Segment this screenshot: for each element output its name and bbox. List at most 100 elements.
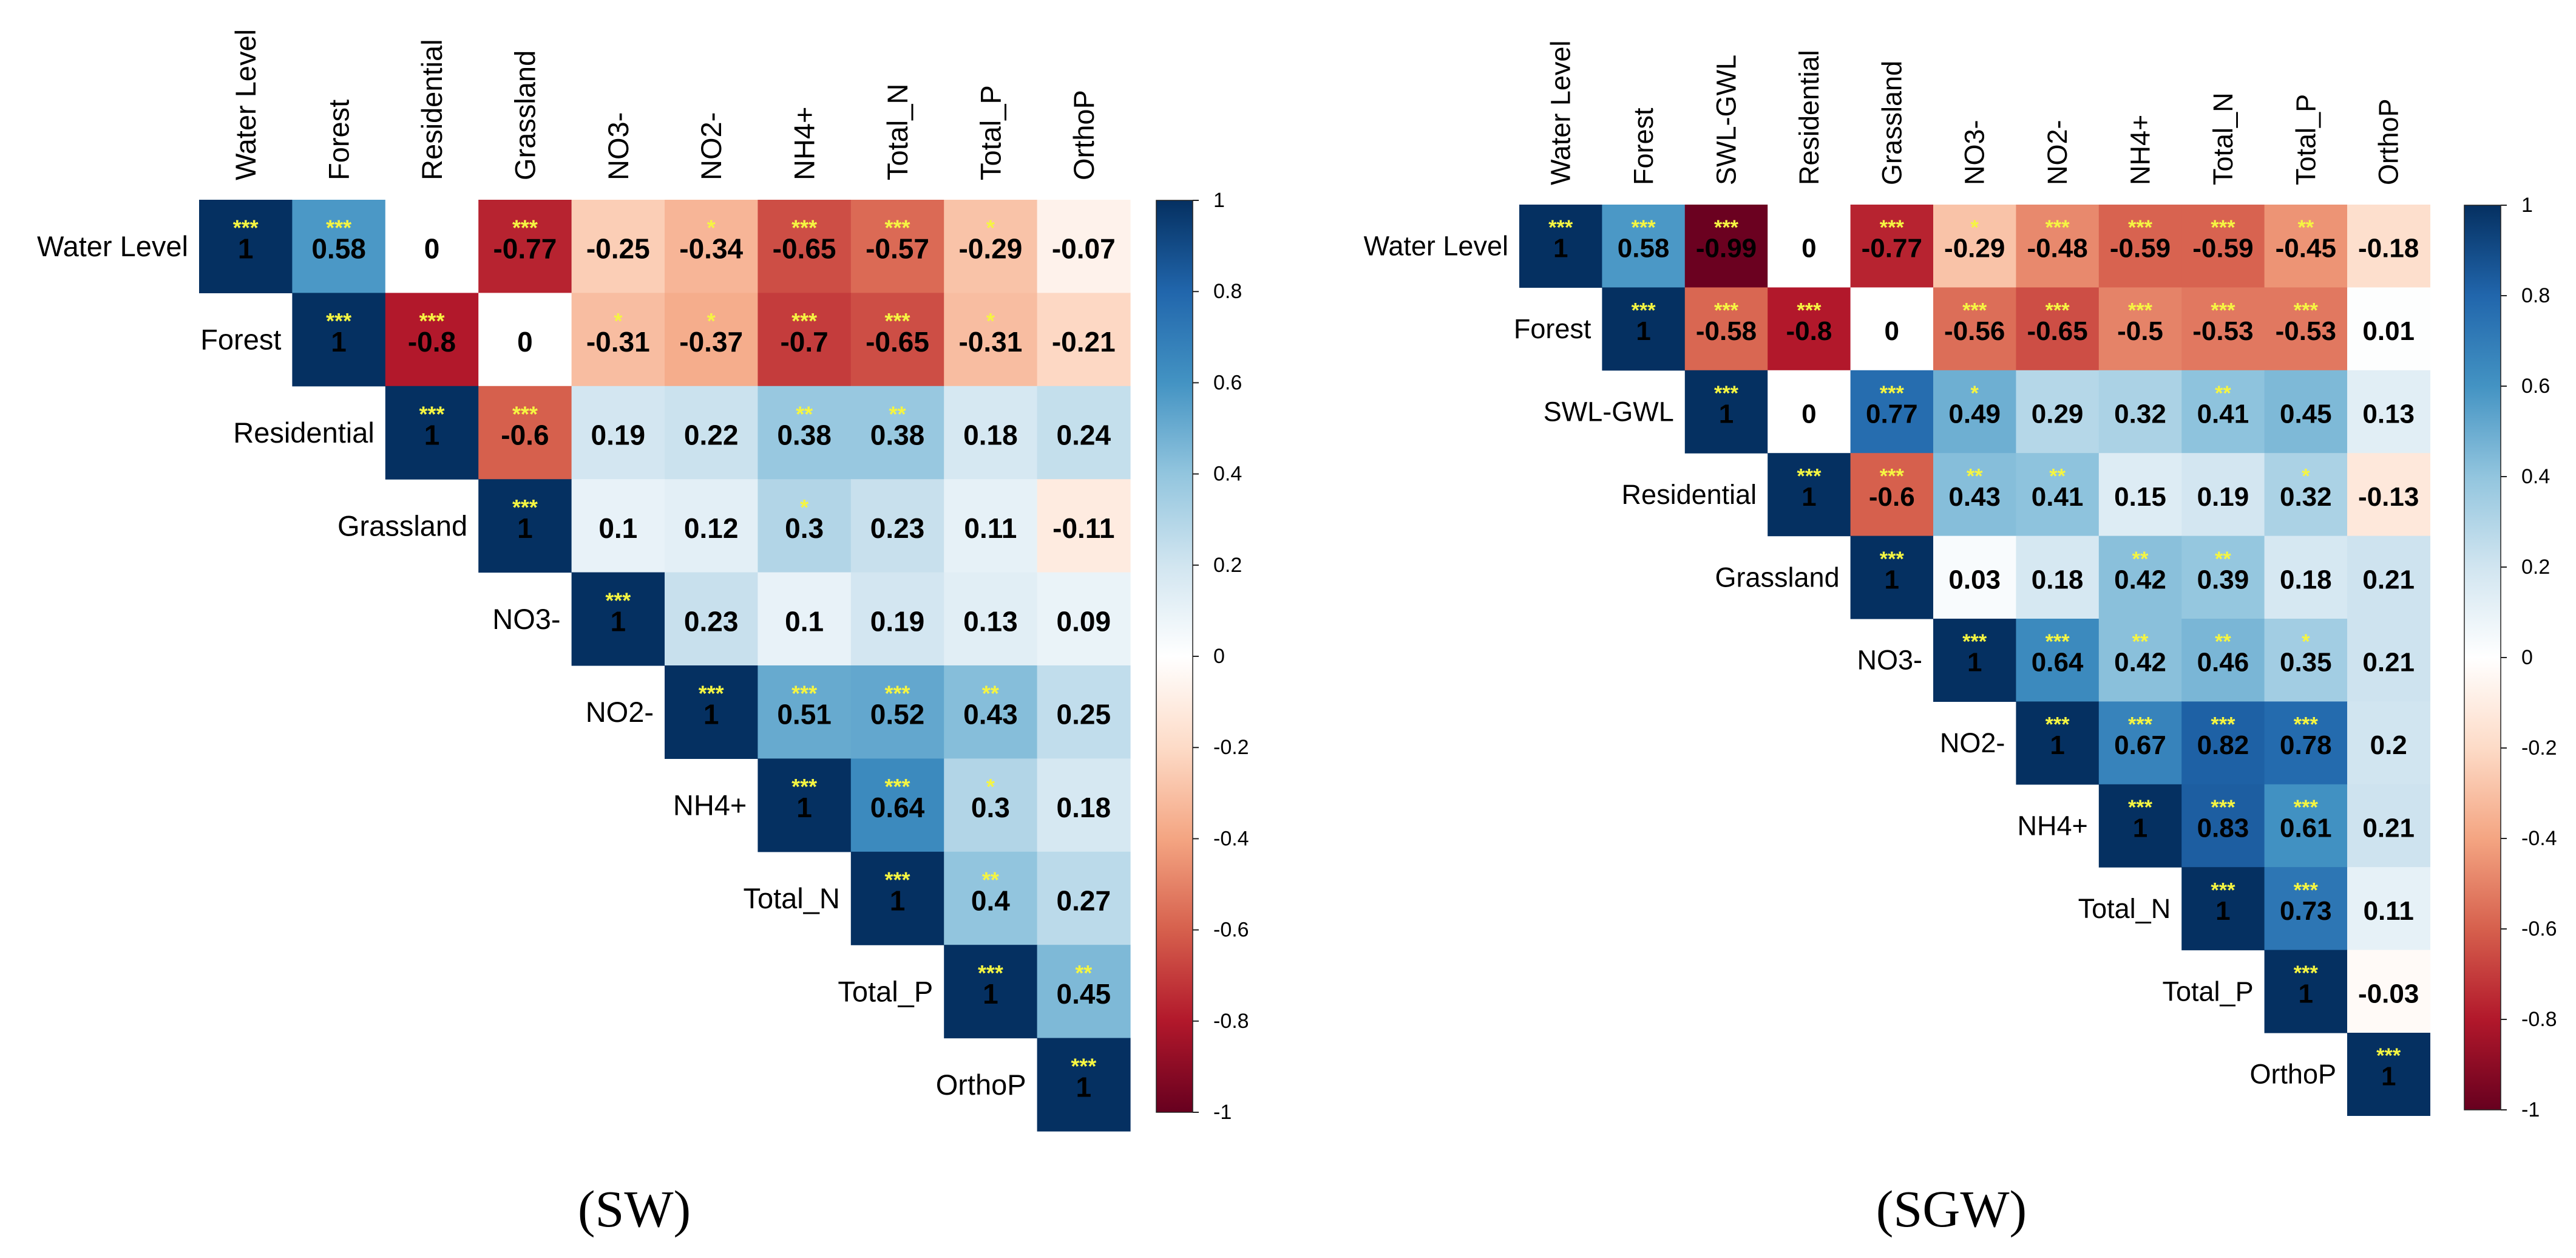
sw-col-label-total-n: Total_N: [881, 84, 913, 180]
sgw-cell-signif-0-6: ***: [2046, 216, 2070, 239]
sw-cell-0-1: [292, 200, 386, 293]
sw-cell-signif-1-4: *: [614, 309, 622, 333]
sgw-col-label-orthop: OrthoP: [2373, 98, 2404, 185]
sw-cell-4-4: [571, 572, 665, 666]
sgw-cell-signif-3-5: **: [1967, 464, 1983, 488]
sw-cell-value-4-9: 0.09: [1057, 605, 1111, 637]
sw-cell-value-9-9: 1: [1076, 1071, 1092, 1103]
sgw-cell-7-7: [2098, 784, 2182, 868]
sgw-colorbar-tick-label: 0.2: [2521, 556, 2550, 579]
sw-cell-4-6: [758, 572, 852, 666]
sgw-cell-value-0-8: -0.59: [2192, 234, 2253, 264]
sw-cell-signif-0-1: ***: [326, 216, 351, 240]
sgw-cell-2-8: [2181, 370, 2265, 454]
sgw-cell-value-7-8: 0.83: [2197, 814, 2249, 843]
sgw-cell-value-2-6: 0.29: [2032, 399, 2084, 429]
sgw-cell-8-9: [2264, 867, 2348, 951]
sw-cell-0-7: [850, 200, 944, 293]
sw-cell-5-7: [850, 665, 944, 759]
sgw-cell-value-5-7: 0.42: [2114, 648, 2166, 678]
sw-cell-0-6: [758, 200, 852, 293]
sgw-cell-signif-1-1: ***: [1632, 299, 1656, 322]
sgw-cell-signif-1-8: ***: [2211, 299, 2235, 322]
sgw-cell-signif-2-4: ***: [1880, 382, 1905, 405]
sw-cell-value-5-8: 0.43: [963, 699, 1018, 730]
sw-cell-signif-1-1: ***: [326, 309, 351, 333]
sw-cell-value-3-4: 0.1: [598, 512, 637, 544]
sw-cell-2-3: [478, 386, 572, 480]
sgw-cell-signif-6-6: ***: [2046, 713, 2070, 736]
sgw-cell-value-0-9: -0.45: [2276, 234, 2336, 264]
sgw-cell-value-4-7: 0.42: [2114, 565, 2166, 594]
sw-cell-1-1: [292, 293, 386, 387]
sw-cell-value-7-9: 0.27: [1057, 885, 1111, 917]
sgw-cell-signif-5-9: *: [2302, 630, 2310, 653]
sgw-cell-signif-0-1: ***: [1632, 216, 1656, 239]
sw-cell-3-8: [944, 479, 1038, 573]
sw-cell-0-3: [478, 200, 572, 293]
sgw-cell-3-10: [2347, 453, 2430, 537]
sw-cell-value-2-3: -0.6: [501, 420, 549, 451]
sgw-cell-signif-0-2: ***: [1714, 216, 1739, 239]
sw-cell-value-2-7: 0.38: [870, 420, 925, 451]
sw-col-label-no3: NO3-: [602, 112, 634, 180]
sw-correlation-panel: Water Level Forest Residential Grassland NO3…: [37, 29, 1249, 1132]
sgw-cell-0-4: [1850, 205, 1934, 288]
sgw-cell-value-8-9: 0.73: [2280, 896, 2332, 926]
sgw-cell-6-7: [2098, 701, 2182, 785]
sw-cell-value-1-3: 0: [517, 326, 533, 358]
sgw-cell-signif-4-8: **: [2215, 548, 2231, 571]
sw-cell-2-9: [1037, 386, 1131, 480]
sw-cell-value-8-9: 0.45: [1057, 978, 1111, 1010]
sw-cell-value-6-8: 0.3: [971, 792, 1010, 823]
sw-row-label-forest: Forest: [200, 324, 281, 356]
sgw-cell-2-10: [2347, 370, 2430, 454]
sw-cell-6-7: [850, 758, 944, 852]
sw-cell-signif-4-4: ***: [605, 588, 631, 613]
sw-row-label-no3: NO3-: [492, 603, 560, 635]
sgw-colorbar-tick-label: -0.8: [2521, 1008, 2557, 1031]
sgw-cell-value-2-3: 0: [1802, 399, 1816, 429]
sgw-cell-value-9-10: -0.03: [2358, 979, 2419, 1008]
sgw-col-label-residential: Residential: [1794, 50, 1825, 185]
sw-row-label-no2: NO2-: [586, 696, 654, 728]
sw-cell-2-5: [665, 386, 758, 480]
sw-cell-signif-0-3: ***: [512, 216, 538, 240]
sw-cell-signif-8-8: ***: [978, 961, 1003, 985]
sgw-cell-value-3-10: -0.13: [2358, 482, 2419, 512]
sw-cell-8-9: [1037, 945, 1131, 1039]
sgw-cell-value-7-9: 0.61: [2280, 814, 2332, 843]
sgw-cell-value-2-7: 0.32: [2114, 399, 2166, 429]
sgw-col-label-total-n: Total_N: [2208, 92, 2239, 185]
sgw-cell-1-4: [1850, 287, 1934, 371]
sgw-colorbar-tick-label: 0: [2521, 646, 2533, 669]
sgw-col-label-nh4: NH4+: [2125, 115, 2156, 185]
sgw-cell-value-3-4: -0.6: [1869, 482, 1915, 512]
sw-cell-value-0-3: -0.77: [493, 233, 557, 265]
sgw-cell-value-10-10: 1: [2381, 1062, 2396, 1092]
sgw-cell-value-4-4: 1: [1885, 565, 1899, 594]
sgw-row-label-water-level: Water Level: [1364, 231, 1508, 262]
sgw-cell-5-9: [2264, 619, 2348, 702]
sw-cell-signif-2-6: **: [796, 403, 813, 427]
sgw-row-label-residential: Residential: [1622, 479, 1757, 510]
sw-cell-2-6: [758, 386, 852, 480]
sw-cell-value-0-8: -0.29: [958, 233, 1022, 265]
sw-cell-9-9: [1037, 1038, 1131, 1132]
sgw-cell-0-8: [2181, 205, 2265, 288]
sw-row-label-nh4: NH4+: [673, 789, 747, 821]
sw-cell-value-3-6: 0.3: [785, 512, 824, 544]
sw-row-label-orthop: OrthoP: [936, 1069, 1026, 1101]
sgw-col-label-no2: NO2-: [2042, 120, 2073, 185]
sgw-cell-0-1: [1602, 205, 1686, 288]
sgw-cell-1-5: [1933, 287, 2016, 371]
sw-col-label-forest: Forest: [323, 100, 355, 180]
sw-col-label-nh4: NH4+: [788, 107, 821, 180]
sw-colorbar-tick-label: 0.2: [1213, 554, 1242, 577]
sgw-col-label-forest: Forest: [1628, 107, 1659, 185]
sgw-cell-value-6-8: 0.82: [2197, 730, 2249, 760]
sw-colorbar-tick-label: 1: [1213, 189, 1225, 212]
sgw-cell-signif-2-8: **: [2215, 382, 2231, 405]
sgw-cell-6-10: [2347, 701, 2430, 785]
sgw-cell-value-0-10: -0.18: [2358, 234, 2419, 264]
